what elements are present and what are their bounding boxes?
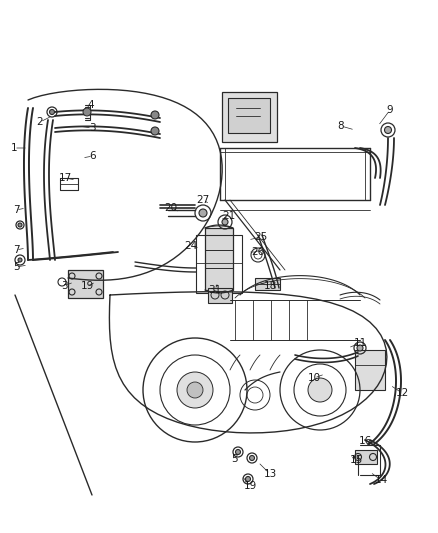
Circle shape: [308, 378, 332, 402]
Circle shape: [151, 127, 159, 135]
Text: 20: 20: [164, 203, 177, 213]
Text: 3: 3: [61, 281, 67, 291]
Circle shape: [83, 108, 91, 116]
Text: 7: 7: [13, 245, 19, 255]
Text: 14: 14: [374, 475, 388, 485]
Circle shape: [18, 258, 22, 262]
Circle shape: [151, 111, 159, 119]
Text: 26: 26: [251, 247, 265, 257]
Bar: [255, 278, 280, 290]
Text: 21: 21: [223, 211, 236, 221]
Circle shape: [187, 382, 203, 398]
Text: 27: 27: [196, 195, 210, 205]
Text: 12: 12: [396, 388, 409, 398]
Text: 25: 25: [254, 232, 268, 242]
Text: 8: 8: [338, 121, 344, 131]
Bar: [205, 228, 233, 290]
Circle shape: [236, 449, 240, 455]
Circle shape: [246, 477, 251, 481]
Circle shape: [222, 219, 228, 225]
Text: 6: 6: [90, 151, 96, 161]
Text: 5: 5: [13, 262, 19, 272]
Text: 9: 9: [387, 105, 393, 115]
Circle shape: [385, 126, 392, 133]
Bar: [68, 270, 103, 298]
Circle shape: [250, 456, 254, 461]
Circle shape: [199, 209, 207, 217]
Text: 31: 31: [208, 285, 222, 295]
Text: 4: 4: [88, 100, 94, 110]
Text: 18: 18: [263, 281, 277, 291]
Text: 3: 3: [88, 123, 95, 133]
Text: 24: 24: [184, 241, 198, 251]
Bar: [228, 98, 270, 133]
Text: 7: 7: [13, 205, 19, 215]
Text: 19: 19: [244, 481, 257, 491]
Text: 17: 17: [58, 173, 72, 183]
Circle shape: [18, 223, 22, 227]
Text: 1: 1: [11, 143, 18, 153]
Text: 11: 11: [353, 338, 367, 348]
Circle shape: [357, 345, 363, 351]
Text: 19: 19: [81, 281, 94, 291]
Text: 2: 2: [37, 117, 43, 127]
Bar: [355, 350, 385, 390]
Text: 13: 13: [263, 469, 277, 479]
Bar: [208, 288, 232, 303]
Text: 5: 5: [231, 454, 237, 464]
Bar: [222, 92, 277, 142]
Bar: [196, 235, 242, 293]
Text: 16: 16: [358, 436, 371, 446]
Text: 10: 10: [307, 373, 321, 383]
Circle shape: [49, 109, 54, 115]
Circle shape: [177, 372, 213, 408]
Text: 15: 15: [350, 455, 363, 465]
Bar: [355, 450, 377, 464]
